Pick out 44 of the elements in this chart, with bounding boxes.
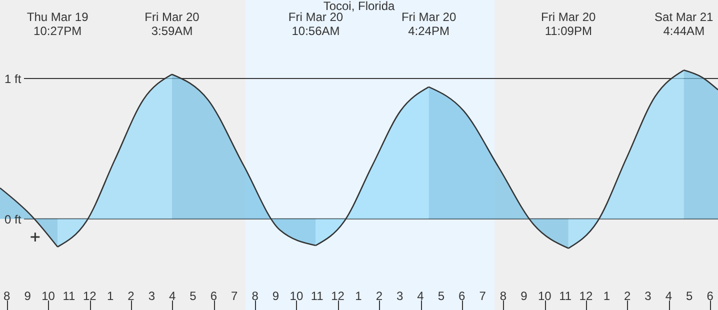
x-tick-label: 2 <box>376 289 383 303</box>
x-tick-label: 6 <box>210 289 218 303</box>
x-tick-label: 2 <box>624 289 631 303</box>
chart-title: Tocoi, Florida <box>323 0 395 13</box>
x-tick-label: 3 <box>644 289 652 303</box>
x-tick-label: 10 <box>538 289 552 303</box>
x-tick-label: 4 <box>665 289 672 303</box>
x-tick-label: 5 <box>190 289 197 303</box>
x-tick-label: 9 <box>272 289 280 303</box>
annotation: Fri Mar 20 11:09PM <box>541 10 596 38</box>
x-tick-label: 1 <box>106 289 114 303</box>
y-tick-label: 1 ft <box>4 72 22 86</box>
y-tick-label: 0 ft <box>4 212 22 226</box>
x-tick-label: 10 <box>290 289 304 303</box>
x-tick-label: 5 <box>438 289 445 303</box>
x-tick-label: 11 <box>310 289 324 303</box>
x-tick-label: 4 <box>417 289 424 303</box>
x-tick-label: 7 <box>479 289 486 303</box>
x-tick-label: 11 <box>62 289 76 303</box>
x-tick-label: 10 <box>42 289 56 303</box>
x-tick-label: 1 <box>603 289 610 303</box>
x-tick-label: 1 <box>355 289 362 303</box>
x-tick-label: 9 <box>520 289 528 303</box>
x-tick-label: 8 <box>4 289 11 303</box>
x-tick-label: 2 <box>128 289 135 303</box>
x-tick-label: 8 <box>500 289 507 303</box>
x-tick-label: 12 <box>82 289 97 303</box>
x-tick-label: 7 <box>231 289 238 303</box>
x-tick-label: 8 <box>252 289 259 303</box>
annotation: Fri Mar 20 3:59AM <box>144 10 200 38</box>
x-tick-label: 11 <box>559 289 572 303</box>
x-tick-label: 9 <box>24 289 32 303</box>
x-tick-label: 3 <box>148 289 156 303</box>
annotation: Thu Mar 19 10:27PM <box>26 10 89 38</box>
x-tick-label: 5 <box>686 289 694 303</box>
annotation: Fri Mar 20 10:56AM <box>288 10 344 38</box>
annotation: Sat Mar 21 4:44AM <box>654 10 714 38</box>
x-tick-label: 12 <box>579 289 593 303</box>
x-tick-label: 6 <box>706 289 714 303</box>
x-tick-label: 12 <box>331 289 345 303</box>
x-tick-label: 6 <box>458 289 466 303</box>
annotation: Fri Mar 20 4:24PM <box>401 10 456 38</box>
x-tick-label: 4 <box>169 289 176 303</box>
x-tick-label: 3 <box>396 289 404 303</box>
